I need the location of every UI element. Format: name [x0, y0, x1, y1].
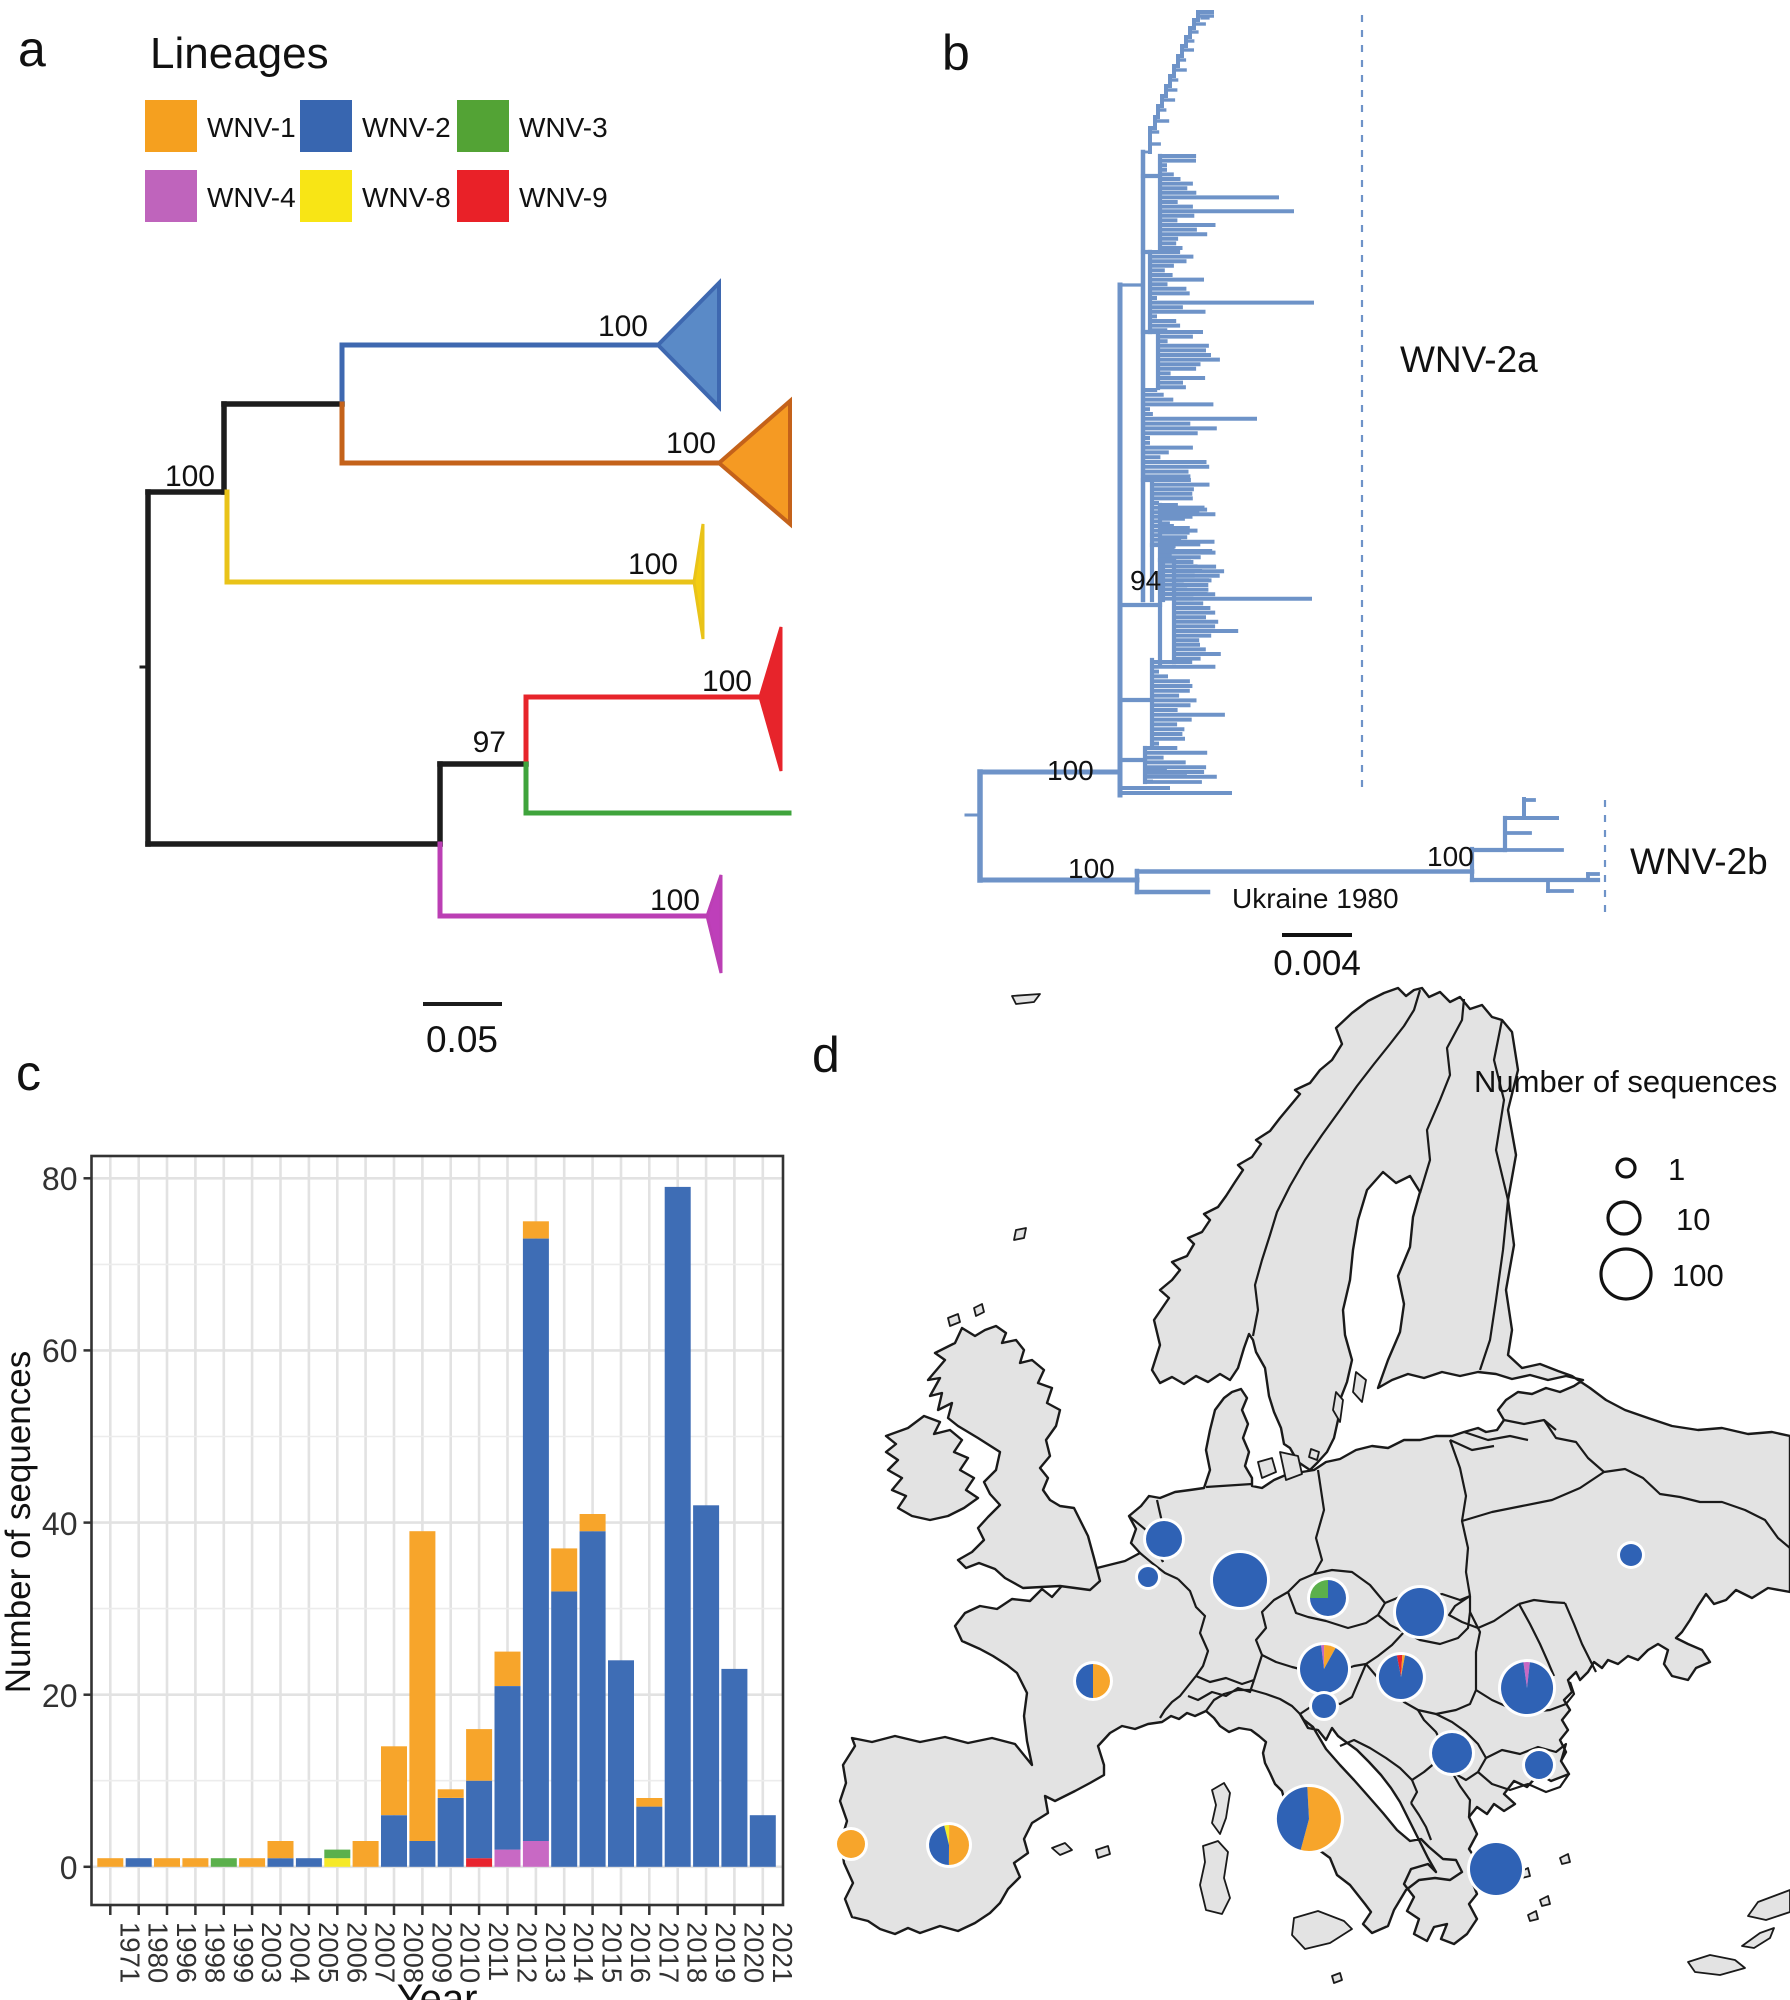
svg-text:2018: 2018	[682, 1922, 713, 1983]
svg-text:80: 80	[42, 1161, 78, 1197]
svg-text:1980: 1980	[143, 1922, 174, 1983]
svg-text:2021: 2021	[767, 1922, 798, 1983]
svg-text:2013: 2013	[540, 1922, 571, 1983]
svg-text:2010: 2010	[455, 1922, 486, 1983]
svg-text:1: 1	[1668, 1152, 1685, 1187]
svg-text:2019: 2019	[710, 1922, 741, 1983]
svg-text:2016: 2016	[625, 1922, 656, 1983]
svg-text:100: 100	[702, 665, 752, 698]
svg-text:Ukraine 1980: Ukraine 1980	[1232, 883, 1399, 914]
svg-text:WNV-3: WNV-3	[519, 112, 608, 143]
svg-text:2017: 2017	[653, 1922, 684, 1983]
svg-text:10: 10	[1676, 1202, 1710, 1237]
svg-text:d: d	[812, 1027, 840, 1083]
svg-text:WNV-8: WNV-8	[362, 182, 451, 213]
svg-text:2008: 2008	[398, 1922, 429, 1983]
svg-text:1996: 1996	[171, 1922, 202, 1983]
svg-text:100: 100	[1068, 853, 1115, 884]
svg-text:2003: 2003	[256, 1922, 287, 1983]
svg-text:Lineages: Lineages	[150, 29, 329, 78]
svg-text:2004: 2004	[285, 1922, 316, 1983]
svg-text:2009: 2009	[426, 1922, 457, 1983]
svg-text:WNV-2: WNV-2	[362, 112, 451, 143]
svg-text:2014: 2014	[568, 1922, 599, 1983]
svg-text:0.05: 0.05	[426, 1019, 498, 1060]
svg-text:1971: 1971	[114, 1922, 145, 1983]
svg-text:40: 40	[42, 1506, 78, 1542]
svg-text:100: 100	[598, 310, 648, 343]
svg-text:2006: 2006	[341, 1922, 372, 1983]
svg-text:b: b	[942, 25, 970, 81]
svg-text:2020: 2020	[738, 1922, 769, 1983]
svg-text:2007: 2007	[370, 1922, 401, 1983]
svg-text:WNV-1: WNV-1	[207, 112, 296, 143]
svg-text:60: 60	[42, 1333, 78, 1369]
svg-text:100: 100	[628, 548, 678, 581]
svg-text:2005: 2005	[313, 1922, 344, 1983]
svg-text:a: a	[18, 21, 46, 77]
svg-text:100: 100	[1047, 755, 1094, 786]
svg-text:0.004: 0.004	[1273, 944, 1361, 983]
svg-text:1998: 1998	[199, 1922, 230, 1983]
svg-text:2011: 2011	[483, 1922, 514, 1981]
svg-text:100: 100	[1427, 841, 1474, 872]
svg-text:WNV-2b: WNV-2b	[1630, 841, 1768, 882]
svg-text:100: 100	[165, 460, 215, 493]
svg-text:c: c	[16, 1045, 41, 1101]
svg-text:0: 0	[60, 1850, 78, 1886]
svg-text:WNV-4: WNV-4	[207, 182, 296, 213]
svg-text:WNV-9: WNV-9	[519, 182, 608, 213]
svg-text:2015: 2015	[597, 1922, 628, 1983]
svg-text:100: 100	[666, 427, 716, 460]
svg-text:97: 97	[473, 726, 506, 759]
svg-text:2012: 2012	[512, 1922, 543, 1983]
svg-text:Number of sequences: Number of sequences	[0, 1351, 38, 1693]
svg-text:20: 20	[42, 1678, 78, 1714]
svg-text:Year: Year	[397, 1977, 478, 2000]
svg-text:94: 94	[1130, 565, 1161, 596]
svg-text:WNV-2a: WNV-2a	[1400, 339, 1538, 380]
svg-text:1999: 1999	[228, 1922, 259, 1983]
svg-text:100: 100	[1672, 1258, 1724, 1293]
svg-text:100: 100	[650, 884, 700, 917]
svg-text:Number of sequences: Number of sequences	[1474, 1064, 1777, 1099]
